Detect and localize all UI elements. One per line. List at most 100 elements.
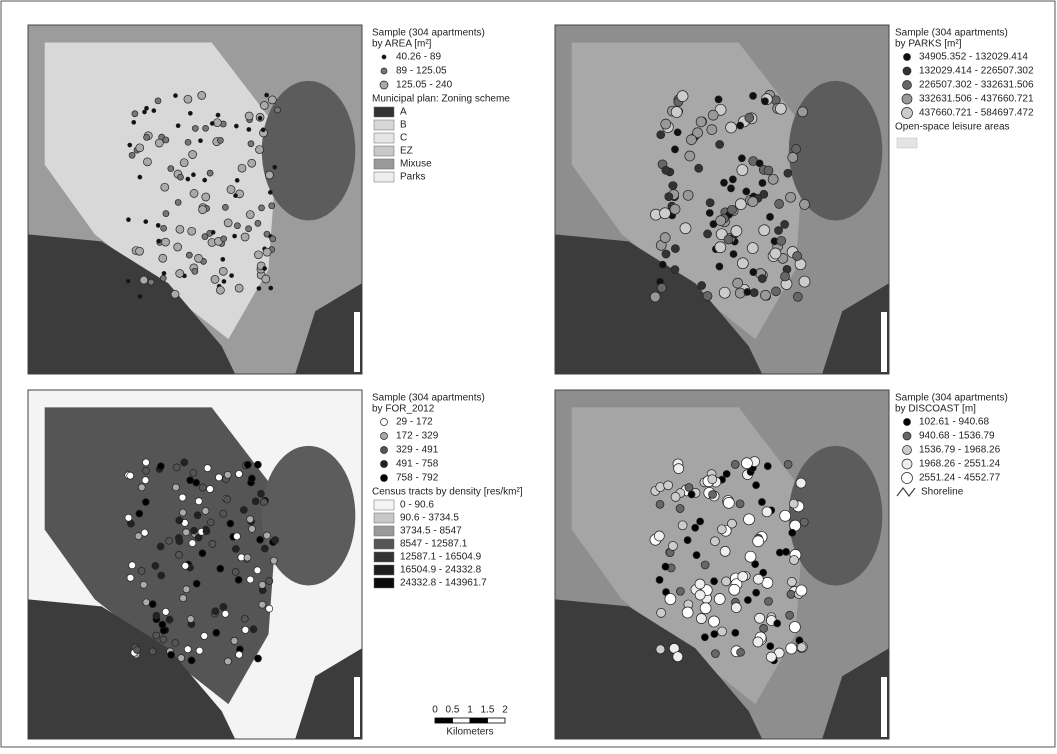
sample-point xyxy=(774,620,781,627)
sample-point xyxy=(263,532,270,539)
legend-swatch xyxy=(374,565,394,575)
sample-point xyxy=(216,286,224,294)
sample-point xyxy=(722,577,731,586)
legend-label: 2551.24 - 4552.77 xyxy=(919,473,1001,484)
sample-point xyxy=(246,211,254,219)
sample-point xyxy=(148,279,154,285)
sample-point xyxy=(787,577,796,586)
sample-point xyxy=(244,461,251,468)
sample-point xyxy=(199,206,207,214)
sample-point xyxy=(152,562,159,569)
sample-point xyxy=(796,585,807,596)
sample-point xyxy=(768,174,778,184)
sample-point xyxy=(731,226,742,237)
sample-point xyxy=(248,141,254,147)
sample-point xyxy=(212,608,219,615)
sample-point xyxy=(207,170,213,176)
sample-point xyxy=(190,469,197,476)
sample-point xyxy=(711,650,719,658)
sample-point xyxy=(266,577,273,584)
sample-point xyxy=(162,271,166,275)
sample-point xyxy=(202,193,210,201)
legend-symbol xyxy=(381,433,388,440)
sample-point xyxy=(737,258,748,269)
sample-point xyxy=(656,500,664,508)
sample-point xyxy=(685,151,695,161)
sample-point xyxy=(775,199,784,208)
sample-point xyxy=(198,139,202,143)
sample-point xyxy=(760,290,770,300)
sample-point xyxy=(259,581,266,588)
sample-point xyxy=(659,261,666,268)
sample-point xyxy=(674,464,684,474)
legend-label: C xyxy=(400,133,407,144)
legend-symbol xyxy=(903,67,911,75)
legend-symbol xyxy=(903,432,911,440)
sample-point xyxy=(141,529,148,536)
sample-point xyxy=(185,139,191,145)
sample-point xyxy=(737,648,745,656)
sample-point xyxy=(224,471,231,478)
sample-point xyxy=(731,603,741,613)
sample-point xyxy=(210,121,214,125)
legend-swatch xyxy=(374,120,394,130)
sample-point xyxy=(662,166,670,174)
legend-swatch xyxy=(374,133,394,143)
sample-point xyxy=(735,199,746,210)
sample-point xyxy=(656,645,665,654)
sample-point xyxy=(728,185,735,192)
sample-point xyxy=(126,218,130,222)
sample-point xyxy=(662,250,670,258)
sample-point xyxy=(222,204,228,210)
sample-point xyxy=(665,193,673,201)
sample-point xyxy=(241,615,248,622)
sample-point xyxy=(753,589,760,596)
sample-point xyxy=(787,590,795,598)
sample-point xyxy=(708,475,717,484)
sample-point xyxy=(729,584,740,595)
sample-point xyxy=(760,624,768,632)
sample-point xyxy=(654,531,664,541)
legend-symbol xyxy=(381,447,388,454)
legend-title: Sample (304 apartments) xyxy=(372,28,485,39)
sample-point xyxy=(738,155,745,162)
scale-segment xyxy=(453,718,471,723)
sample-point xyxy=(221,236,227,242)
sample-point xyxy=(215,474,222,481)
sample-point xyxy=(789,622,800,633)
sample-point xyxy=(186,252,192,258)
legend-label: 8547 - 12587.1 xyxy=(400,539,468,550)
legend-swatch xyxy=(374,513,394,523)
sample-point xyxy=(166,616,173,623)
sample-point xyxy=(741,458,752,469)
legend-symbol xyxy=(902,473,913,484)
sample-point xyxy=(171,290,179,298)
sample-point xyxy=(142,459,149,466)
sample-point xyxy=(745,551,756,562)
sample-point xyxy=(680,223,691,234)
sample-point xyxy=(790,556,799,565)
sample-point xyxy=(128,143,132,147)
legend-label: 1968.26 - 2551.24 xyxy=(919,459,1001,470)
sample-point xyxy=(232,545,239,552)
sample-point xyxy=(708,616,719,627)
sample-point xyxy=(179,509,186,516)
sample-point xyxy=(783,548,790,555)
sample-point xyxy=(188,227,196,235)
sample-point xyxy=(766,652,776,662)
sample-point xyxy=(260,101,268,109)
sample-point xyxy=(723,470,730,477)
sample-point xyxy=(213,119,221,127)
sample-point xyxy=(693,552,700,559)
map-marker xyxy=(881,312,887,372)
sample-point xyxy=(263,248,271,256)
sample-point xyxy=(233,533,240,540)
sample-point xyxy=(241,233,249,241)
sample-point xyxy=(789,529,796,536)
sample-point xyxy=(249,525,256,532)
legend-symbol xyxy=(903,446,912,455)
sample-point xyxy=(759,179,766,186)
sample-point xyxy=(199,550,206,557)
legend-label: 172 - 329 xyxy=(396,431,439,442)
sample-point xyxy=(157,239,161,243)
